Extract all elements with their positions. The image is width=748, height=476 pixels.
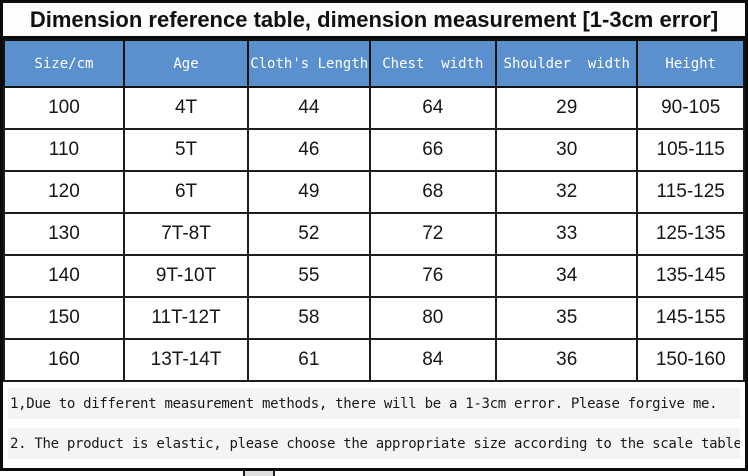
cell-chest-width: 76	[368, 254, 498, 298]
cell-chest-width: 80	[368, 296, 498, 340]
note-elastic-product: 2. The product is elastic, please choose…	[8, 428, 740, 459]
size-table-body: 100 4T 44 64 29 90-105 110 5T 46 66 30 1…	[3, 86, 745, 382]
cell-size: 120	[3, 170, 125, 214]
cell-chest-width: 64	[368, 86, 498, 130]
cell-chest-width: 84	[368, 338, 498, 382]
cell-shoulder-width: 34	[495, 254, 639, 298]
cell-shoulder-width: 29	[495, 86, 639, 130]
header-cell-age: Age	[122, 39, 250, 88]
header-cell-shoulder-width: Shoulder width	[495, 39, 639, 88]
bottom-edge-strip	[0, 471, 748, 476]
cell-age: 9T-10T	[122, 254, 250, 298]
cell-cloth-length: 44	[247, 86, 371, 130]
cell-size: 160	[3, 338, 125, 382]
cell-chest-width: 68	[368, 170, 498, 214]
cell-age: 4T	[122, 86, 250, 130]
table-row: 160 13T-14T 61 84 36 150-160	[3, 338, 745, 382]
cell-cloth-length: 52	[247, 212, 371, 256]
cell-cloth-length: 58	[247, 296, 371, 340]
size-table: Size/cm Age Cloth's Length Chest width S…	[3, 39, 745, 382]
cell-shoulder-width: 33	[495, 212, 639, 256]
cell-chest-width: 72	[368, 212, 498, 256]
table-row: 120 6T 49 68 32 115-125	[3, 170, 745, 214]
cell-age: 6T	[122, 170, 250, 214]
table-row: 100 4T 44 64 29 90-105	[3, 86, 745, 130]
cell-height: 145-155	[636, 296, 745, 340]
cell-shoulder-width: 36	[495, 338, 639, 382]
table-row: 110 5T 46 66 30 105-115	[3, 128, 745, 172]
header-cell-size: Size/cm	[3, 39, 125, 88]
cell-shoulder-width: 30	[495, 128, 639, 172]
page-title: Dimension reference table, dimension mea…	[29, 6, 719, 32]
cell-shoulder-width: 35	[495, 296, 639, 340]
footnotes: 1,Due to different measurement methods, …	[3, 382, 745, 468]
cell-size: 150	[3, 296, 125, 340]
cell-cloth-length: 61	[247, 338, 371, 382]
cell-size: 100	[3, 86, 125, 130]
cell-height: 90-105	[636, 86, 745, 130]
header-row: Size/cm Age Cloth's Length Chest width S…	[3, 39, 745, 88]
cell-height: 135-145	[636, 254, 745, 298]
cell-cloth-length: 46	[247, 128, 371, 172]
cell-size: 140	[3, 254, 125, 298]
cell-height: 150-160	[636, 338, 745, 382]
cell-age: 5T	[122, 128, 250, 172]
cell-chest-width: 66	[368, 128, 498, 172]
cell-shoulder-width: 32	[495, 170, 639, 214]
table-row: 150 11T-12T 58 80 35 145-155	[3, 296, 745, 340]
note-measurement-error: 1,Due to different measurement methods, …	[8, 388, 740, 419]
cell-height: 115-125	[636, 170, 745, 214]
cell-cloth-length: 55	[247, 254, 371, 298]
cell-size: 110	[3, 128, 125, 172]
cell-cloth-length: 49	[247, 170, 371, 214]
size-table-header: Size/cm Age Cloth's Length Chest width S…	[3, 39, 745, 88]
cell-height: 125-135	[636, 212, 745, 256]
cell-size: 130	[3, 212, 125, 256]
cell-age: 11T-12T	[122, 296, 250, 340]
cell-height: 105-115	[636, 128, 745, 172]
cell-age: 7T-8T	[122, 212, 250, 256]
header-cell-height: Height	[636, 39, 745, 88]
title-band: Dimension reference table, dimension mea…	[3, 3, 745, 39]
header-cell-cloth-length: Cloth's Length	[247, 39, 371, 88]
table-row: 140 9T-10T 55 76 34 135-145	[3, 254, 745, 298]
header-cell-chest-width: Chest width	[368, 39, 498, 88]
table-row: 130 7T-8T 52 72 33 125-135	[3, 212, 745, 256]
next-table-fragment	[243, 471, 275, 476]
cell-age: 13T-14T	[122, 338, 250, 382]
